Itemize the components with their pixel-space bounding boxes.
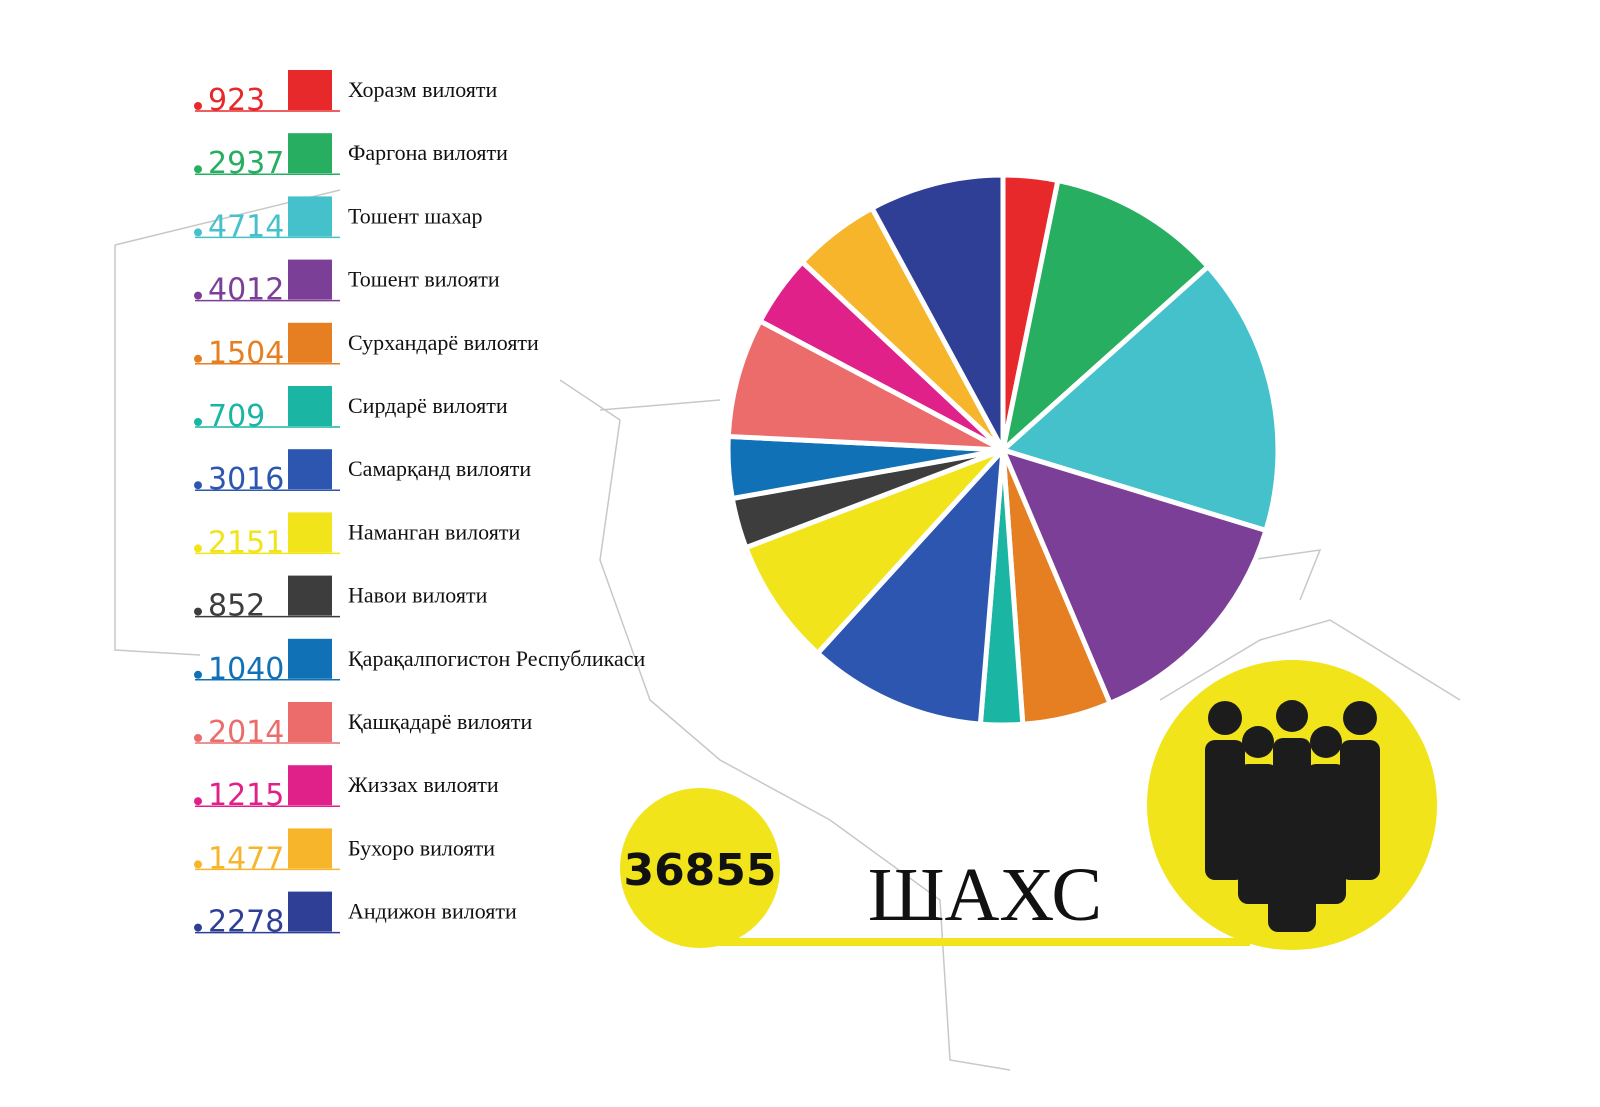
legend-label: Қашқадарё вилояти	[348, 709, 533, 734]
pie-slice	[742, 447, 1005, 657]
legend-dot	[194, 354, 202, 363]
pie-slice	[999, 177, 1212, 457]
legend-dot	[194, 734, 202, 742]
legend-value: 1040	[208, 652, 284, 687]
legend-swatch	[288, 133, 332, 174]
legend-label: Самарқанд вилояти	[348, 456, 531, 481]
legend-value: 3016	[208, 462, 284, 497]
pie-slice	[998, 263, 1281, 534]
legend-value: 4012	[208, 273, 284, 308]
legend-value: 4714	[208, 209, 284, 244]
legend-dot	[194, 860, 202, 869]
total-value: 36855	[623, 845, 776, 896]
legend-swatch	[288, 638, 332, 679]
legend-swatch	[288, 70, 332, 110]
legend: 923 Хоразм вилояти 2937 Фаргона вилояти 4714…	[194, 70, 646, 940]
legend-swatch	[288, 449, 332, 490]
legend-swatch	[288, 322, 332, 363]
pie-slice	[868, 172, 1006, 452]
map-outline	[114, 189, 1461, 1071]
legend-dot	[194, 607, 202, 616]
legend-dot	[194, 481, 202, 490]
legend-value: 2014	[208, 715, 284, 750]
legend-swatch	[288, 891, 332, 932]
legend-value: 852	[208, 589, 265, 624]
legend-value: 2151	[208, 525, 284, 560]
legend-swatch	[288, 259, 332, 300]
total-label: ШАХС	[868, 853, 1102, 937]
legend-value: 2937	[208, 146, 284, 181]
legend-label: Жиззах вилояти	[348, 772, 499, 797]
legend-swatch	[288, 575, 332, 616]
legend-dot	[194, 670, 202, 679]
legend-value: 2278	[208, 905, 284, 940]
legend-value: 1504	[208, 336, 284, 371]
legend-dot	[194, 797, 202, 806]
legend-dot	[194, 165, 202, 174]
legend-dot	[194, 418, 202, 426]
legend-label: Андижон вилояти	[348, 899, 517, 924]
legend-label: Сурхандарё вилояти	[348, 330, 539, 355]
pie-slice	[998, 446, 1270, 707]
legend-dot	[194, 291, 202, 300]
legend-swatch	[288, 828, 332, 869]
legend-label: Тошент вилояти	[348, 267, 500, 292]
people-icon	[1147, 660, 1437, 950]
legend-dot	[194, 228, 202, 237]
legend-label: Қарақалпогистон Республикаси	[348, 646, 646, 671]
legend-label: Фаргона вилояти	[348, 140, 508, 165]
legend-dot	[194, 102, 202, 110]
legend-value: 709	[208, 399, 265, 434]
legend-label: Хоразм вилояти	[348, 77, 498, 102]
legend-label: Наманган вилояти	[348, 519, 520, 544]
legend-dot	[194, 923, 202, 932]
legend-label: Навои вилояти	[348, 583, 488, 608]
pie-slice	[814, 442, 1007, 727]
legend-swatch	[288, 765, 332, 806]
legend-label: Сирдарё вилояти	[348, 393, 508, 418]
total-badge	[620, 788, 780, 948]
legend-value: 923	[208, 83, 265, 118]
legend-swatch	[288, 512, 332, 553]
legend-swatch	[288, 386, 332, 426]
legend-value: 1477	[208, 841, 284, 876]
legend-label: Тошент шахар	[348, 203, 483, 228]
legend-label: Бухоро вилояти	[348, 835, 495, 860]
legend-swatch	[288, 196, 332, 237]
legend-dot	[194, 544, 202, 553]
pie	[725, 172, 1281, 728]
legend-value: 1215	[208, 778, 284, 813]
legend-swatch	[288, 702, 332, 742]
